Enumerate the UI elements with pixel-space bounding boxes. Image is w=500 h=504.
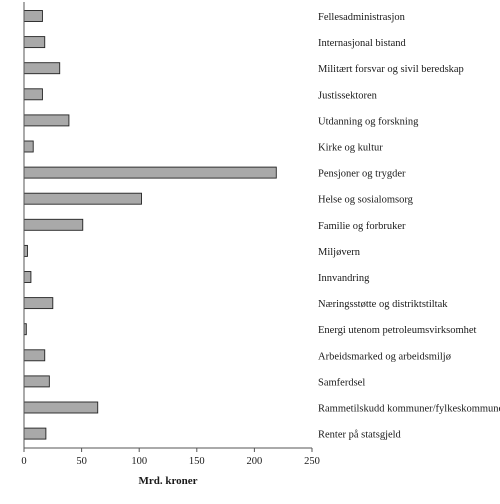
category-label: Samferdsel <box>318 377 365 388</box>
bar <box>23 297 54 310</box>
bar <box>23 36 46 49</box>
bar <box>23 271 32 283</box>
category-labels: Fellesadministrasjon Internasjonal bistan… <box>318 12 500 441</box>
x-ticks: 0 50 100 150 200 250 <box>21 448 320 467</box>
x-tick-label: 100 <box>131 456 147 467</box>
bar <box>23 349 46 362</box>
bar <box>23 62 61 75</box>
category-label: Renter på statsgjeld <box>318 430 402 441</box>
bar <box>23 88 43 101</box>
bar <box>23 218 84 231</box>
category-label: Utdanning og forskning <box>318 116 419 127</box>
category-label: Rammetilskudd kommuner/fylkeskommuner <box>318 404 500 415</box>
x-axis <box>23 2 312 449</box>
category-label: Pensjoner og trygder <box>318 169 406 180</box>
x-tick-label: 200 <box>247 456 263 467</box>
category-label: Arbeidsmarked og arbeidsmiljø <box>318 351 451 362</box>
bar <box>23 375 50 388</box>
x-tick-label: 50 <box>76 456 87 467</box>
category-label: Miljøvern <box>318 247 361 258</box>
x-tick-label: 250 <box>304 456 320 467</box>
category-label: Justissektoren <box>318 90 378 101</box>
category-label: Helse og sosialomsorg <box>318 195 414 206</box>
x-axis-title: Mrd. kroner <box>138 475 197 487</box>
bar <box>23 166 277 179</box>
x-tick-label: 0 <box>21 456 26 467</box>
bar <box>23 401 99 414</box>
bar <box>23 140 34 153</box>
bar <box>23 114 70 127</box>
category-label: Energi utenom petroleumsvirksomhet <box>318 325 477 336</box>
bar <box>23 192 142 205</box>
bars-group <box>23 10 277 440</box>
x-tick-label: 150 <box>189 456 205 467</box>
bar <box>23 10 43 22</box>
category-label: Internasjonal bistand <box>318 38 407 49</box>
category-label: Innvandring <box>318 273 370 284</box>
bar <box>23 427 47 440</box>
category-label: Kirke og kultur <box>318 143 383 154</box>
category-label: Militært forsvar og sivil beredskap <box>318 64 464 75</box>
bar <box>23 244 28 257</box>
category-label: Fellesadministrasjon <box>318 12 406 23</box>
category-label: Familie og forbruker <box>318 221 406 232</box>
category-label: Næringsstøtte og distriktstiltak <box>318 299 448 310</box>
